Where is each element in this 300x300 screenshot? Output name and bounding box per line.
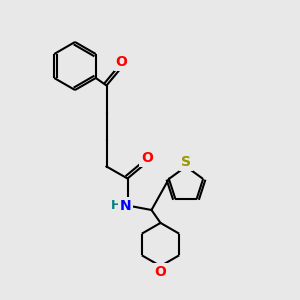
Text: O: O	[141, 151, 153, 165]
Text: O: O	[116, 55, 128, 69]
Text: S: S	[181, 155, 191, 169]
Text: O: O	[154, 265, 166, 278]
Text: N: N	[119, 199, 131, 212]
Text: H: H	[111, 199, 121, 212]
